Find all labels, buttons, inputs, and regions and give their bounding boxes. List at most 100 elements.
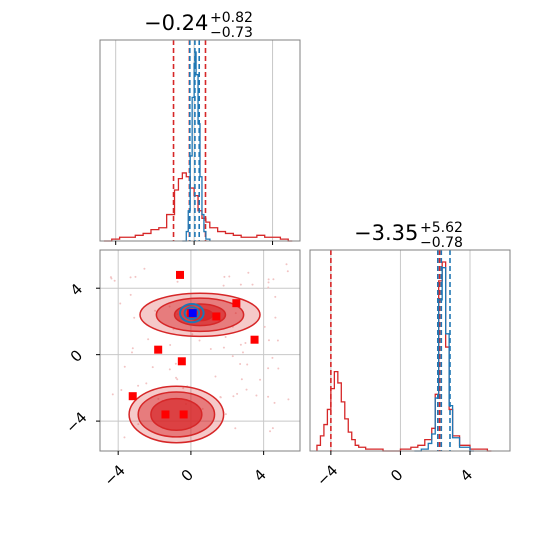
sample-dot xyxy=(201,407,204,410)
sample-dot xyxy=(267,395,270,398)
axes-frame xyxy=(309,249,511,452)
histogram-panel-top-left xyxy=(99,39,301,245)
sample-dot xyxy=(214,375,217,378)
title-upper-bottom-right: +5.62 xyxy=(420,220,463,236)
sample-dot xyxy=(255,394,258,397)
sample-dot xyxy=(269,430,272,433)
tick-label-x: −4 xyxy=(100,461,128,489)
sample-dot xyxy=(272,278,275,281)
sample-dot xyxy=(267,339,270,342)
sample-dot xyxy=(267,286,270,289)
sample-dot xyxy=(224,335,227,338)
sample-dot xyxy=(271,356,274,359)
title-bottom-right: −3.35 +5.62 −0.78 xyxy=(354,220,463,251)
axes-frame xyxy=(99,249,301,452)
tick-label-x: 4 xyxy=(457,466,476,485)
sample-dot xyxy=(131,351,134,354)
sample-dot xyxy=(111,393,114,396)
sample-dot xyxy=(209,347,212,350)
histogram-series-0 xyxy=(103,172,293,242)
sample-dot xyxy=(123,365,126,368)
contour-level xyxy=(183,306,201,320)
axes-frame xyxy=(99,39,301,242)
sample-dot xyxy=(234,312,237,315)
sample-dot xyxy=(169,343,172,346)
sample-dot xyxy=(234,427,237,430)
sample-dot xyxy=(174,362,177,365)
title-upper-top-left: +0.82 xyxy=(210,10,253,26)
sample-dot xyxy=(259,378,262,381)
sample-dot xyxy=(143,267,146,270)
marker-square xyxy=(179,410,188,419)
sample-dot xyxy=(145,382,148,385)
title-main-bottom-right: −3.35 xyxy=(354,221,418,245)
sample-dot xyxy=(219,396,222,399)
sample-dot xyxy=(244,342,247,345)
sample-dot xyxy=(239,283,242,286)
tick-label-x: −4 xyxy=(313,461,341,489)
sample-dot xyxy=(176,378,179,381)
sample-dot xyxy=(251,283,254,286)
sample-dot xyxy=(239,343,242,346)
sample-dot xyxy=(286,270,289,273)
sample-dot xyxy=(236,392,239,395)
sample-dot xyxy=(131,347,134,350)
sample-dot xyxy=(123,436,126,439)
sample-dot xyxy=(276,339,279,342)
tick-label-y: 0 xyxy=(67,346,86,365)
contour-group xyxy=(128,292,261,444)
title-main-top-left: −0.24 xyxy=(144,11,208,35)
contour-level xyxy=(179,302,205,324)
tick-label-x: 4 xyxy=(250,466,269,485)
sample-dot xyxy=(168,305,171,308)
tick-label-x: 0 xyxy=(178,466,197,485)
sample-dot xyxy=(154,309,157,312)
sample-dot xyxy=(240,378,243,381)
sample-dot xyxy=(176,280,179,283)
sample-dot xyxy=(134,275,137,278)
sample-dot xyxy=(267,281,270,284)
scatter-panel-bottom-left: −4 0 4 −4 0 4 xyxy=(62,249,301,490)
sample-dot xyxy=(241,351,244,354)
sample-dot xyxy=(239,362,242,365)
sample-dot xyxy=(274,316,277,319)
sample-dot xyxy=(198,339,201,342)
histogram-series-1 xyxy=(182,51,211,242)
sample-dot xyxy=(267,367,270,370)
marker-square xyxy=(176,270,184,279)
contour-level xyxy=(150,397,203,431)
sample-dot xyxy=(137,423,140,426)
title-lower-top-left: −0.73 xyxy=(210,25,253,41)
sample-dot xyxy=(247,271,250,274)
histogram-panel-bottom-right: −4 0 4 xyxy=(309,249,511,490)
sample-dot xyxy=(224,413,227,416)
sample-dot xyxy=(137,384,140,387)
sample-dot xyxy=(113,279,116,282)
sample-dot xyxy=(222,284,225,287)
marker-square xyxy=(177,357,186,366)
sample-dot xyxy=(175,376,178,379)
sample-dot xyxy=(246,363,249,366)
sample-dot xyxy=(274,295,277,298)
marker-square xyxy=(161,410,170,419)
marker-square xyxy=(212,312,221,321)
sample-dot xyxy=(273,401,276,404)
sample-dot xyxy=(271,427,274,430)
sample-dot xyxy=(228,275,231,278)
sample-dot xyxy=(168,368,171,371)
sample-dot xyxy=(222,346,225,349)
marker-square xyxy=(250,335,259,344)
sample-dot xyxy=(147,338,150,341)
sample-dot xyxy=(277,367,280,370)
sample-dot xyxy=(267,278,270,281)
sample-dot xyxy=(151,366,154,369)
marker-square xyxy=(232,299,241,308)
tick-label-y: 4 xyxy=(67,280,86,299)
sample-dot xyxy=(191,333,194,336)
sample-dot xyxy=(245,388,248,391)
tick-label-y: −4 xyxy=(62,408,90,436)
sample-dot xyxy=(223,275,226,278)
sample-dot xyxy=(110,277,113,280)
title-top-left: −0.24 +0.82 −0.73 xyxy=(144,10,253,41)
sample-dot xyxy=(129,276,132,279)
